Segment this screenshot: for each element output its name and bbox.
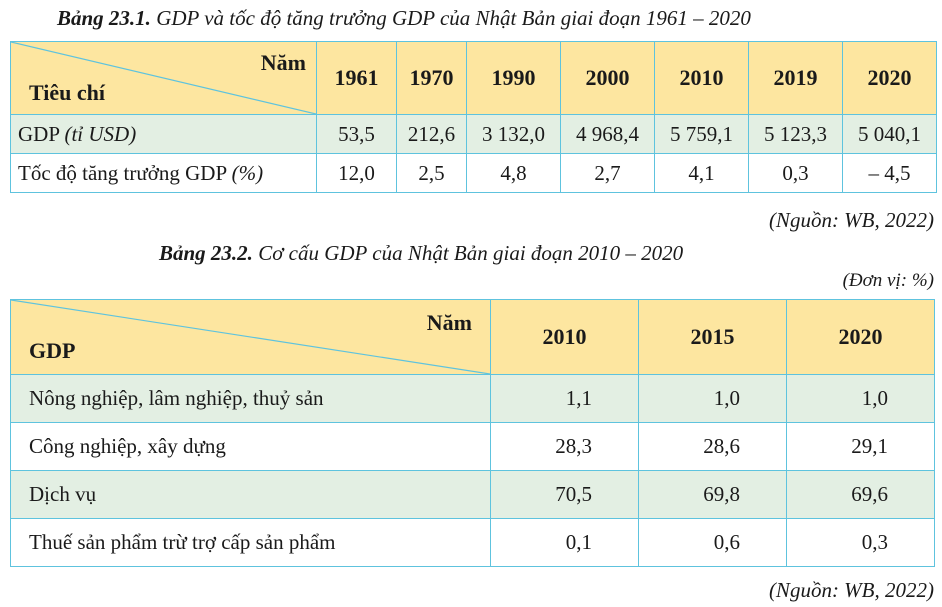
table-cell: 1,0	[638, 374, 787, 423]
table2-source: (Nguồn: WB, 2022)	[768, 578, 934, 602]
table2-corner-year-label: Năm	[426, 310, 472, 335]
table-row: Tốc độ tăng trưởng GDP (%) 12,0 2,5 4,8 …	[10, 153, 937, 193]
table2-year-header: 2015	[638, 299, 787, 375]
table-cell: 12,0	[316, 153, 397, 193]
table-row: Dịch vụ 70,5 69,8 69,6	[10, 470, 935, 519]
table1-source: (Nguồn: WB, 2022)	[768, 208, 934, 232]
table-cell: 69,6	[786, 470, 935, 519]
row-label: Thuế sản phẩm trừ trợ cấp sản phẩm	[10, 518, 491, 567]
table1-corner-criteria-label: Tiêu chí	[29, 80, 106, 105]
table1-year-header: 1990	[466, 41, 561, 115]
table1-year-header: 2010	[654, 41, 749, 115]
table1-year-header: 2020	[842, 41, 937, 115]
table1-corner-year-label: Năm	[260, 50, 306, 75]
row-label-gdp: GDP (tỉ USD)	[10, 114, 317, 154]
table2-caption-number: Bảng 23.2.	[159, 241, 253, 265]
table-cell: 53,5	[316, 114, 397, 154]
table-cell: 5 040,1	[842, 114, 937, 154]
row-label: Dịch vụ	[10, 470, 491, 519]
row-label-growth-rate: Tốc độ tăng trưởng GDP (%)	[10, 153, 317, 193]
table-cell: 1,1	[490, 374, 639, 423]
table-cell: 4 968,4	[560, 114, 655, 154]
table-cell: 212,6	[396, 114, 467, 154]
table1-caption-text: GDP và tốc độ tăng trưởng GDP của Nhật B…	[150, 6, 751, 30]
table1-year-header: 2000	[560, 41, 655, 115]
table-cell: 0,3	[748, 153, 843, 193]
row-label: Nông nghiệp, lâm nghiệp, thuỷ sản	[10, 374, 491, 423]
table2-year-header: 2020	[786, 299, 935, 375]
table-cell: 29,1	[786, 422, 935, 471]
table1-year-header: 1970	[396, 41, 467, 115]
table-cell: 2,7	[560, 153, 655, 193]
table-cell: 3 132,0	[466, 114, 561, 154]
table-cell: 0,3	[786, 518, 935, 567]
table2-diagonal-line	[11, 300, 490, 374]
table2-corner-gdp-label: GDP	[29, 338, 76, 363]
table2-year-header: 2010	[490, 299, 639, 375]
gdp-structure-table: Năm GDP 2010 2015 2020 Nông nghiệp, lâm …	[10, 299, 935, 567]
table-cell: 5 123,3	[748, 114, 843, 154]
table-cell: 4,1	[654, 153, 749, 193]
table-cell: 4,8	[466, 153, 561, 193]
table-cell: – 4,5	[842, 153, 937, 193]
table-row: Công nghiệp, xây dựng 28,3 28,6 29,1	[10, 422, 935, 471]
table1-diagonal-line	[11, 42, 316, 114]
table-cell: 1,0	[786, 374, 935, 423]
row-unit: (%)	[231, 160, 264, 185]
table-row: GDP (tỉ USD) 53,5 212,6 3 132,0 4 968,4 …	[10, 114, 937, 154]
table-cell: 70,5	[490, 470, 639, 519]
table1-caption: Bảng 23.1. GDP và tốc độ tăng trưởng GDP…	[57, 6, 751, 31]
row-unit: (tỉ USD)	[64, 121, 137, 146]
table-cell: 0,1	[490, 518, 639, 567]
table-cell: 28,3	[490, 422, 639, 471]
table2-corner-cell: Năm GDP	[10, 299, 491, 375]
table1-corner-cell: Năm Tiêu chí	[10, 41, 317, 115]
table1-year-header: 2019	[748, 41, 843, 115]
table-cell: 69,8	[638, 470, 787, 519]
table1-caption-number: Bảng 23.1.	[57, 6, 151, 30]
table-cell: 0,6	[638, 518, 787, 567]
table-cell: 2,5	[396, 153, 467, 193]
table1-year-header: 1961	[316, 41, 397, 115]
table-cell: 28,6	[638, 422, 787, 471]
row-label: Công nghiệp, xây dựng	[10, 422, 491, 471]
table-row: Nông nghiệp, lâm nghiệp, thuỷ sản 1,1 1,…	[10, 374, 935, 423]
table-row: Thuế sản phẩm trừ trợ cấp sản phẩm 0,1 0…	[10, 518, 935, 567]
table2-caption-text: Cơ cấu GDP của Nhật Bản giai đoạn 2010 –…	[252, 241, 684, 265]
table-cell: 5 759,1	[654, 114, 749, 154]
gdp-growth-table: Năm Tiêu chí 1961 1970 1990 2000 2010 20…	[10, 41, 937, 193]
table2-unit-note: (Đơn vị: %)	[842, 270, 934, 291]
table2-caption: Bảng 23.2. Cơ cấu GDP của Nhật Bản giai …	[159, 241, 683, 266]
